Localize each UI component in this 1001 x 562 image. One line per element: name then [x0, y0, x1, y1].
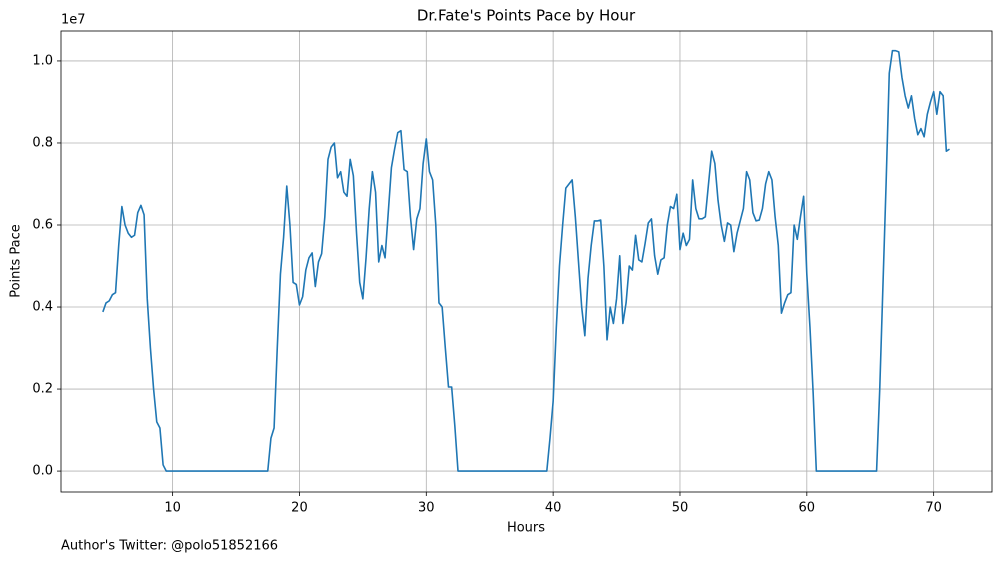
x-axis-label: Hours — [507, 521, 545, 536]
y-tick-label: 0.0 — [32, 464, 53, 479]
y-tick-label: 1.0 — [32, 53, 53, 68]
y-tick-label: 0.4 — [32, 300, 53, 315]
x-tick-label: 10 — [164, 501, 181, 516]
x-tick-label: 20 — [291, 501, 308, 516]
x-tick-label: 70 — [925, 501, 942, 516]
x-tick-label: 50 — [672, 501, 689, 516]
plot-frame — [60, 30, 993, 493]
x-tick-label: 30 — [418, 501, 435, 516]
chart-title: Dr.Fate's Points Pace by Hour — [417, 7, 636, 25]
y-tick-label: 0.2 — [32, 382, 53, 397]
y-offset-label: 1e7 — [61, 13, 86, 28]
data-line — [102, 49, 950, 472]
y-tick-label: 0.6 — [32, 217, 53, 232]
x-tick-label: 40 — [545, 501, 562, 516]
x-tick-label: 60 — [799, 501, 816, 516]
y-tick-label: 0.8 — [32, 135, 53, 150]
footnote: Author's Twitter: @polo51852166 — [61, 539, 278, 554]
y-axis-label: Points Pace — [9, 224, 24, 298]
